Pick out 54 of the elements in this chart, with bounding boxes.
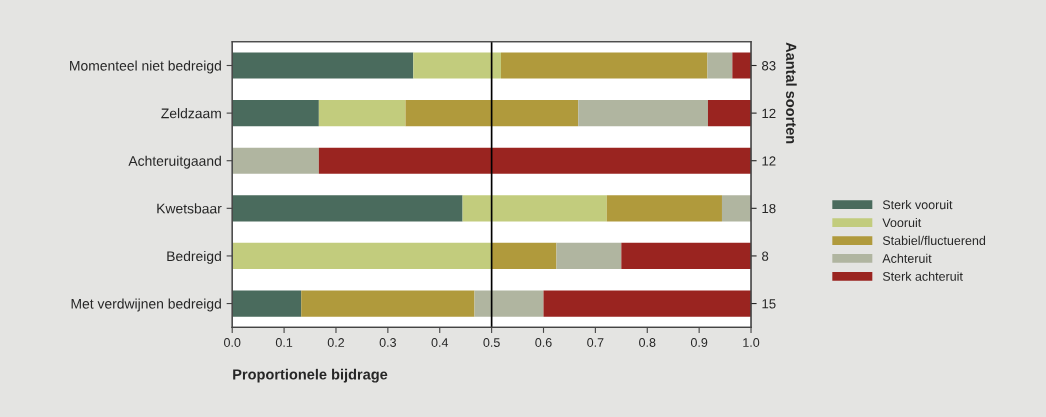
text: 12 [762, 156, 776, 166]
x-tick-label: 0.0 [224, 338, 241, 347]
bar [474, 290, 544, 317]
y-tick-label: Bedreigd [167, 250, 221, 264]
text: 15 [762, 299, 776, 309]
bar [462, 195, 607, 222]
bar [491, 242, 557, 270]
bar [732, 52, 752, 79]
text: 83 [762, 61, 776, 71]
x-tick-label: 1.0 [743, 338, 760, 347]
x-tick-label: 0.2 [327, 338, 345, 347]
legend-label: Vooruit [882, 217, 922, 228]
x-tick-label: 0.9 [690, 338, 708, 347]
legend-label: Stabiel/fluctuerend [882, 235, 986, 246]
bar [556, 242, 622, 270]
x-tick-label: 0.3 [379, 338, 396, 347]
legend-label: Sterk vooruit [882, 200, 953, 210]
bar [232, 242, 492, 270]
legend-label: Achteruit [882, 253, 932, 263]
bar [500, 52, 708, 79]
x-tick-label: 0.8 [639, 338, 656, 347]
legend-label: Sterk achteruit [882, 271, 963, 281]
x-tick-label: 0.7 [587, 338, 604, 347]
bar [606, 195, 722, 222]
bar [232, 100, 319, 127]
x-tick-label: 0.1 [275, 338, 293, 347]
x-tick-label: 0.5 [483, 338, 500, 347]
y2-axis-title: Aantal soorten [786, 42, 797, 144]
bar [543, 290, 752, 317]
x-tick-label: 0.4 [431, 338, 449, 347]
bar [707, 100, 752, 127]
bar [721, 195, 752, 222]
bar [707, 52, 733, 79]
bar [232, 147, 319, 174]
text: 12 [762, 108, 776, 118]
bar [578, 100, 708, 127]
y-tick-label: Kwetsbaar [157, 203, 222, 214]
bar [621, 242, 752, 270]
bar [318, 147, 752, 174]
y-tick-label: Met verdwijnen bedreigd [71, 298, 221, 312]
text: 8 [762, 251, 769, 261]
bar [405, 100, 579, 127]
bar [318, 100, 406, 127]
bar [232, 290, 302, 317]
x-axis-title: Proportionele bijdrage [233, 368, 388, 383]
bar [413, 52, 501, 79]
text: 18 [762, 203, 776, 214]
bar [232, 195, 463, 222]
bar [301, 290, 475, 317]
bar [232, 52, 414, 79]
y-tick-label: Zeldzaam [161, 108, 221, 119]
x-tick-label: 0.6 [535, 338, 552, 347]
y-tick-label: Momenteel niet bedreigd [70, 60, 221, 74]
y-tick-label: Achteruitgaand [128, 155, 221, 169]
